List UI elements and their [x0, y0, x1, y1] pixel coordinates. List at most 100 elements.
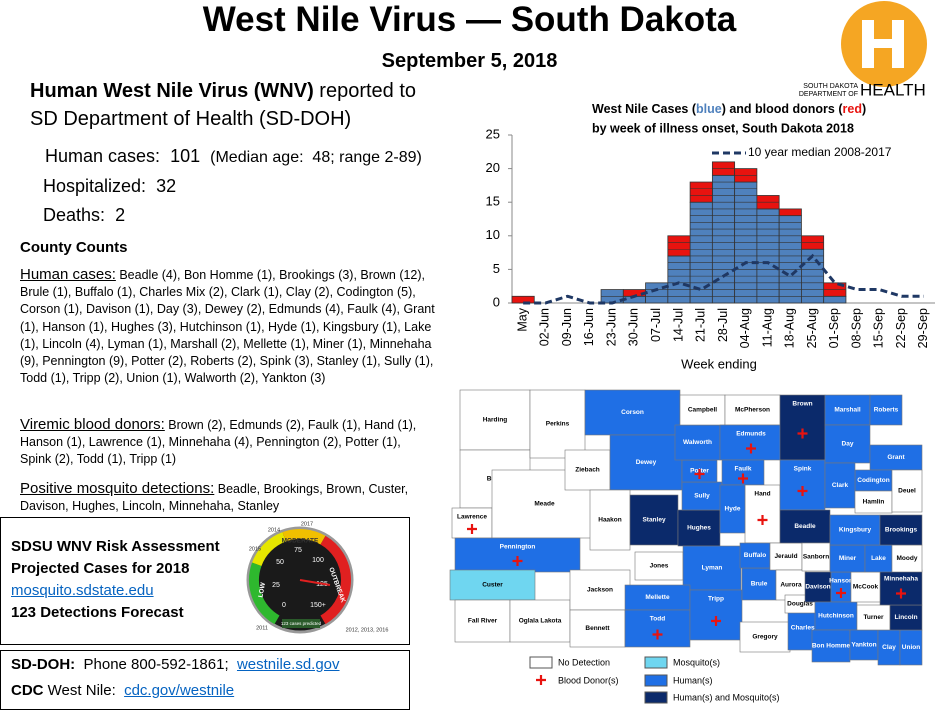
- x-tick-label: 14-Jul: [671, 308, 685, 342]
- county-label: Hamlin: [863, 499, 885, 506]
- cdc-label: CDC: [11, 682, 44, 699]
- mosq-text: Beadle, Brookings, Brown, Custer, Daviso…: [20, 482, 409, 514]
- county: [891, 544, 923, 573]
- x-tick-label: 08-Sep: [849, 308, 863, 348]
- chart-subtitle: by week of illness onset, South Dakota 2…: [592, 121, 854, 135]
- human-counties: Human cases: Beadle (4), Bon Homme (1), …: [20, 266, 435, 387]
- donor-text: Brown (2), Edmunds (2), Faulk (1), Hand …: [20, 418, 417, 467]
- county: [681, 481, 723, 511]
- cdc-line: CDC West Nile: cdc.gov/westnile: [11, 682, 234, 699]
- sd-label: SD-DOH:: [11, 656, 76, 673]
- bar: [689, 181, 713, 203]
- risk-text: SDSU WNV Risk Assessment Projected Cases…: [11, 536, 241, 624]
- gauge-arc: [249, 562, 280, 625]
- county: [829, 544, 866, 573]
- county: [811, 629, 851, 663]
- county-label: Bon Homme: [812, 643, 851, 650]
- county-label: Hughes: [687, 525, 711, 532]
- gauge-number: 25: [272, 582, 280, 589]
- county-label: Meade: [534, 501, 555, 508]
- county: [689, 589, 743, 641]
- donor-marker: [738, 473, 748, 484]
- cdc-rest: West Nile:: [43, 682, 125, 699]
- gauge-number: 150+: [310, 602, 326, 609]
- hosp-line: Hospitalized: 32: [43, 176, 176, 197]
- county: [824, 394, 871, 426]
- chart-title: West Nile Cases (blue) and blood donors …: [592, 102, 866, 116]
- sd-link[interactable]: westnile.sd.gov: [236, 656, 340, 673]
- legend-label: Blood Donor(s): [558, 675, 619, 685]
- county-label: Perkins: [546, 421, 570, 428]
- risk-line2: Projected Cases for 2018: [11, 560, 190, 577]
- county-label: Hanson: [829, 578, 853, 585]
- risk-box: SDSU WNV Risk Assessment Projected Cases…: [0, 517, 410, 645]
- county-label: Lake: [871, 555, 886, 562]
- y-tick-label: 15: [486, 194, 500, 209]
- y-tick-label: 5: [493, 261, 500, 276]
- county-label: Hyde: [725, 506, 741, 513]
- county: [624, 609, 691, 648]
- x-tick-label: 21-Jul: [694, 308, 708, 342]
- county-label: Clay: [882, 644, 896, 651]
- donor-marker: [836, 588, 846, 598]
- county-label: Grant: [887, 454, 905, 461]
- county-label: Hand: [754, 491, 770, 498]
- county-label: Walworth: [683, 439, 712, 446]
- x-tick-label: 22-Sep: [894, 308, 908, 348]
- deaths-line: Deaths: 2: [43, 205, 125, 226]
- heading-rest: reported to: [313, 80, 417, 102]
- gauge-arc: [282, 529, 326, 545]
- legend-swatch: [644, 656, 668, 669]
- county-label: Buffalo: [744, 552, 766, 559]
- gauge-number: 100: [312, 557, 324, 564]
- legend-swatch: [644, 691, 668, 704]
- sd-line: SD-DOH: Phone 800-592-1861; westnile.sd.…: [11, 656, 340, 673]
- title-part: red: [843, 102, 862, 116]
- x-tick-label: 25-Aug: [805, 308, 819, 348]
- gauge-number: 75: [294, 547, 302, 554]
- cases-note: (Median age: 48; range 2-89): [210, 149, 422, 166]
- county-label: Pennington: [500, 544, 536, 551]
- cdc-link[interactable]: cdc.gov/westnile: [124, 682, 235, 699]
- human-label: Human cases:: [20, 266, 116, 283]
- county: [719, 484, 746, 534]
- donor-marker: [746, 443, 756, 454]
- cases-label: Human cases:: [45, 146, 161, 166]
- county-label: Campbell: [688, 407, 717, 414]
- county-label: Minnehaha: [884, 576, 918, 583]
- gauge-year: 2012, 2013, 2016: [346, 627, 389, 633]
- county-label: Edmunds: [736, 431, 766, 438]
- county-label: Ziebach: [575, 467, 600, 474]
- x-tick-label: 30-Jun: [627, 308, 641, 346]
- bar: [667, 235, 691, 257]
- contact-box: SD-DOH: Phone 800-592-1861; westnile.sd.…: [0, 650, 410, 710]
- county: [891, 469, 923, 513]
- y-tick-label: 20: [486, 160, 500, 175]
- title-part: ) and blood donors (: [722, 102, 844, 116]
- county-label: Sully: [694, 493, 710, 500]
- county: [634, 551, 684, 581]
- county-label: Lyman: [702, 565, 723, 572]
- x-tick-label: 11-Aug: [760, 308, 774, 347]
- donor-marker: [711, 616, 721, 626]
- legend-label: Human(s) and Mosquito(s): [673, 692, 780, 702]
- county: [589, 489, 631, 551]
- risk-link[interactable]: mosquito.sdstate.edu: [11, 582, 154, 599]
- county-label: Todd: [650, 616, 665, 623]
- logo-text: SOUTH DAKOTA: [803, 83, 858, 90]
- logo-h: [874, 39, 892, 48]
- county: [814, 601, 858, 631]
- x-tick-label: 09-Jun: [560, 308, 574, 346]
- bar: [823, 295, 847, 304]
- county-label: Brookings: [885, 527, 918, 534]
- county: [739, 542, 771, 569]
- county: [879, 514, 923, 546]
- county: [829, 514, 881, 546]
- county-label: Codington: [857, 477, 890, 484]
- county-label: Brule: [751, 581, 768, 588]
- county-label: Lawrence: [457, 514, 487, 521]
- county-label: Clark: [832, 482, 849, 489]
- donor-marker: [797, 486, 808, 496]
- legend-swatch: [644, 674, 668, 687]
